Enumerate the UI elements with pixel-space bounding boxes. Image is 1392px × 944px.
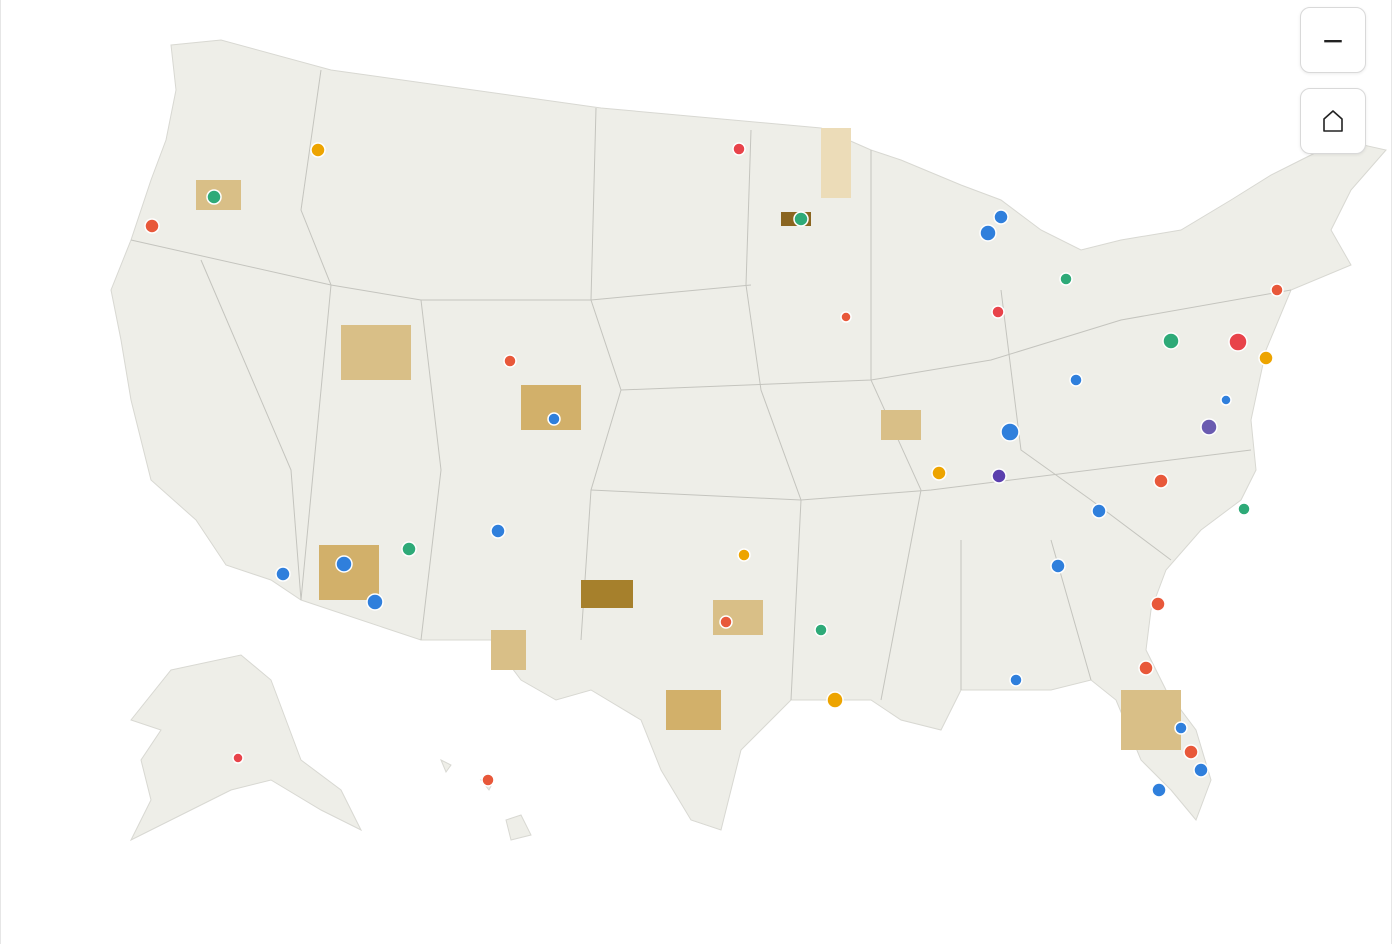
region-shade: [666, 690, 721, 730]
contiguous-us: [110, 39, 1387, 831]
marker: [310, 142, 326, 158]
marker: [826, 691, 844, 709]
marker: [737, 548, 751, 562]
zoom-out-button[interactable]: −: [1300, 7, 1366, 73]
marker: [1220, 394, 1232, 406]
marker: [144, 218, 160, 234]
home-icon: [1323, 110, 1343, 132]
marker: [1200, 418, 1218, 436]
marker: [719, 615, 733, 629]
marker: [1009, 673, 1023, 687]
marker: [1258, 350, 1274, 366]
marker: [1183, 744, 1199, 760]
marker: [979, 224, 997, 242]
region-shade: [881, 410, 921, 440]
marker: [335, 555, 353, 573]
marker: [1091, 503, 1107, 519]
marker: [1228, 332, 1248, 352]
state-borders: [130, 69, 1292, 701]
markers: [144, 142, 1284, 798]
home-button[interactable]: [1300, 88, 1366, 154]
region-shade: [319, 545, 379, 600]
marker: [1193, 762, 1209, 778]
marker: [1069, 373, 1083, 387]
marker: [931, 465, 947, 481]
hawaii: [440, 758, 532, 841]
marker: [490, 523, 506, 539]
marker: [991, 468, 1007, 484]
marker: [732, 142, 746, 156]
marker: [1000, 422, 1020, 442]
region-shade: [581, 580, 633, 608]
marker: [503, 354, 517, 368]
marker: [232, 752, 244, 764]
region-shade: [713, 600, 763, 635]
marker: [401, 541, 417, 557]
marker: [1153, 473, 1169, 489]
marker: [793, 211, 809, 227]
marker: [991, 305, 1005, 319]
marker: [275, 566, 291, 582]
region-shade: [821, 128, 851, 198]
marker: [1050, 558, 1066, 574]
marker: [1174, 721, 1188, 735]
region-shade: [491, 630, 526, 670]
marker: [1138, 660, 1154, 676]
marker: [1059, 272, 1073, 286]
marker: [814, 623, 828, 637]
marker: [840, 311, 852, 323]
marker: [1237, 502, 1251, 516]
marker: [1270, 283, 1284, 297]
marker: [1150, 596, 1166, 612]
marker: [206, 189, 222, 205]
marker: [993, 209, 1009, 225]
marker: [1151, 782, 1167, 798]
marker: [547, 412, 561, 426]
marker: [481, 773, 495, 787]
marker: [366, 593, 384, 611]
region-shade: [1121, 690, 1181, 750]
alaska: [129, 654, 363, 842]
region-shade: [341, 325, 411, 380]
marker: [1162, 332, 1180, 350]
land: [110, 39, 1387, 842]
